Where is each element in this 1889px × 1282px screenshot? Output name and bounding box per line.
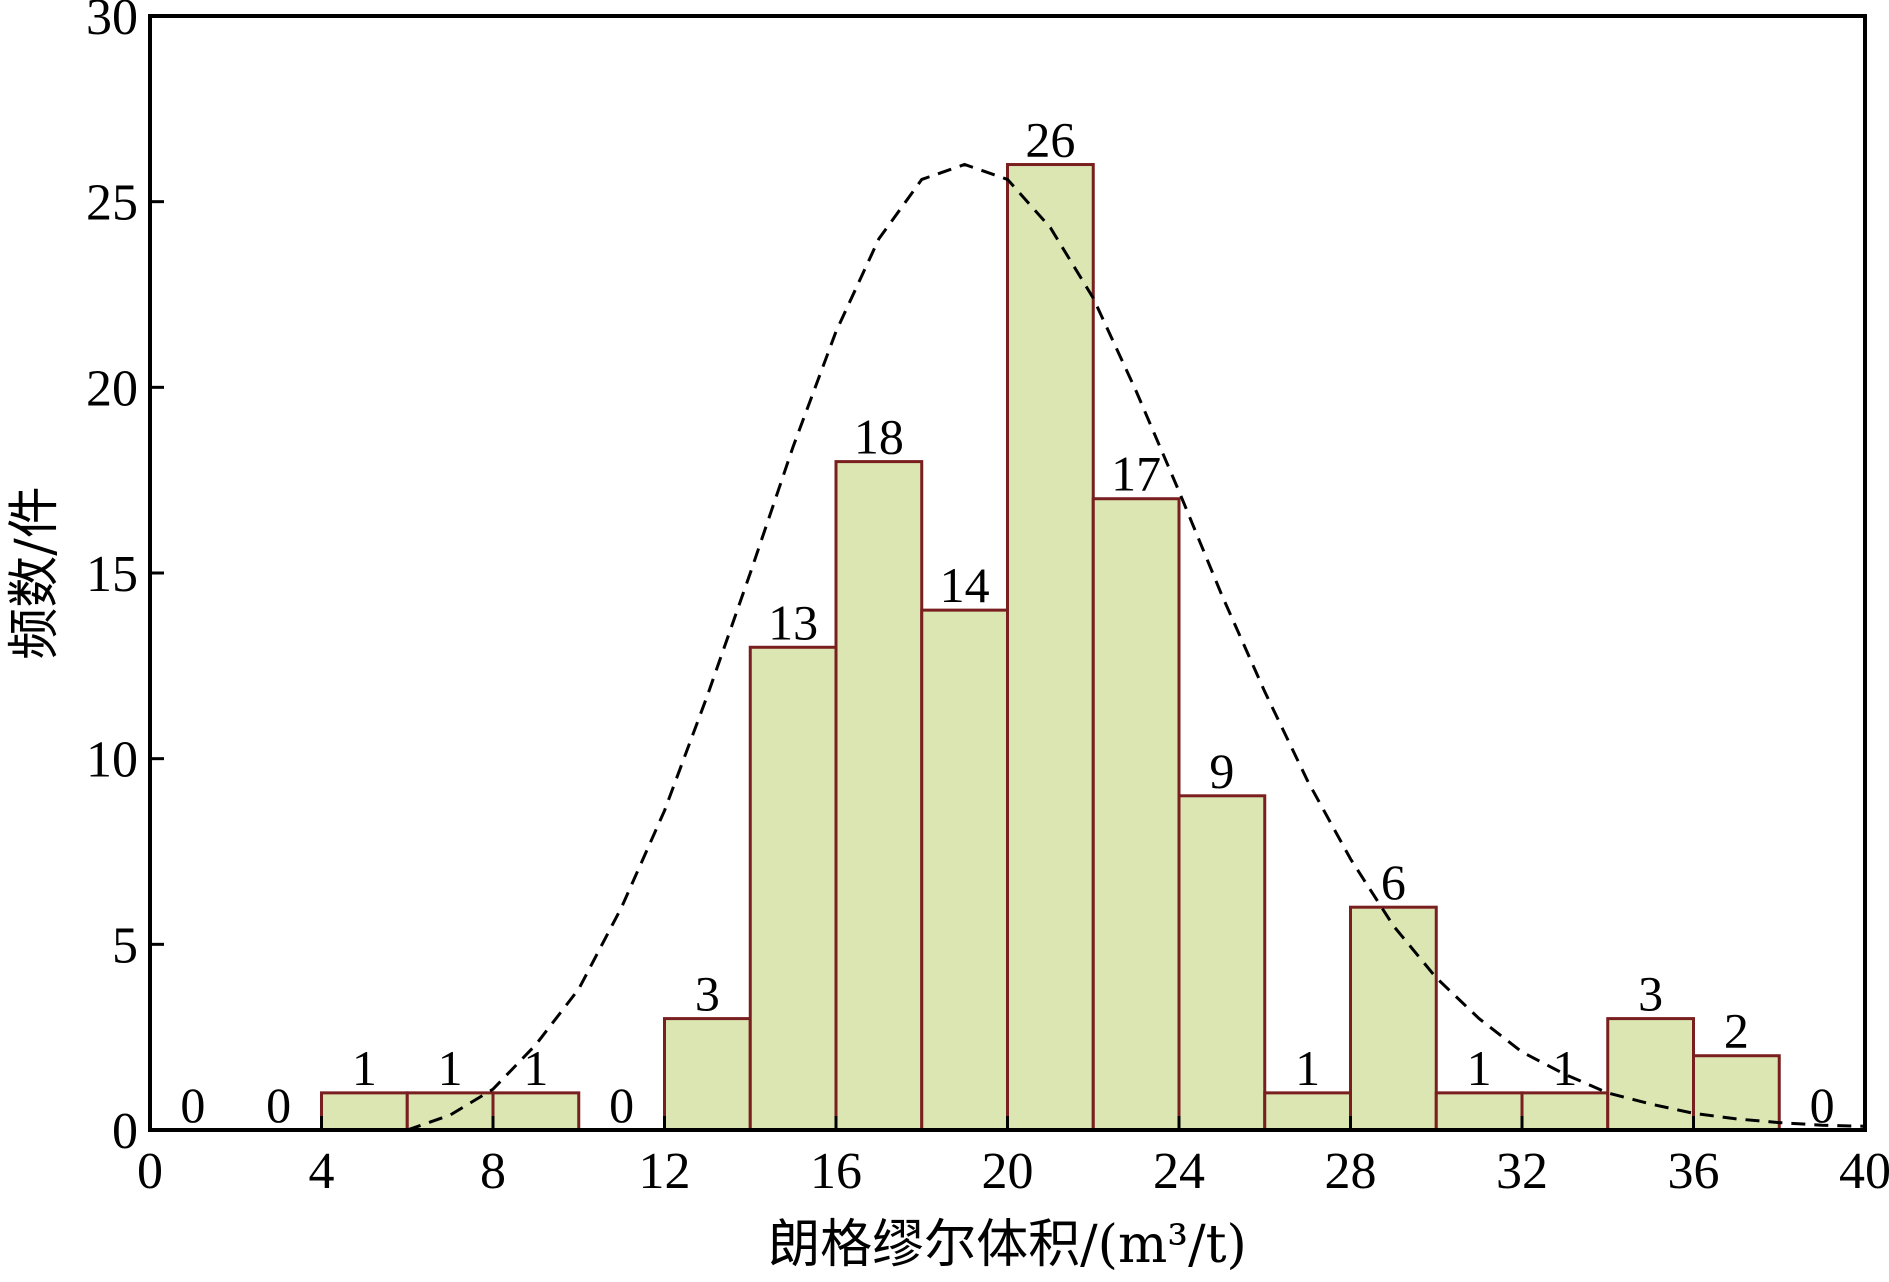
x-tick-label: 32 [1496,1143,1548,1200]
bar-value-label: 1 [352,1040,377,1096]
bar-value-label: 3 [695,966,720,1022]
bar-value-label: 6 [1381,854,1406,910]
bar-value-label: 1 [438,1040,463,1096]
bar-value-label: 14 [940,557,990,613]
x-tick-label: 36 [1668,1143,1720,1200]
histogram-bar [1263,1091,1352,1132]
y-tick-label: 5 [112,917,138,974]
y-tick-label: 15 [86,546,138,603]
x-tick-label: 0 [137,1143,163,1200]
normal-fit-curve [406,162,1866,1132]
y-tick-label: 20 [86,360,138,417]
histogram-bar [748,645,838,1132]
histogram-bar [1006,163,1095,1132]
bar-group [320,163,1781,1132]
bar-value-label: 18 [854,409,904,465]
bar-value-label: 0 [1810,1077,1835,1133]
bar-value-label: 9 [1209,743,1234,799]
bar-value-label: 2 [1724,1003,1749,1059]
x-tick-label: 28 [1325,1143,1377,1200]
bar-value-label: 13 [768,594,818,650]
y-tick-label: 30 [86,0,138,46]
x-tick-label: 4 [309,1143,335,1200]
y-axis-title: 频数/件 [5,486,65,660]
x-tick-label: 40 [1839,1143,1889,1200]
histogram-bar [1434,1091,1524,1132]
bar-value-label: 3 [1638,966,1663,1022]
x-axis-ticks: 0 4 8 12 16 20 24 28 32 36 40 [137,1116,1889,1200]
bar-value-label: 1 [1295,1040,1320,1096]
histogram-bar [491,1091,581,1132]
x-tick-label: 20 [982,1143,1034,1200]
bar-value-label: 1 [523,1040,548,1096]
histogram-bar [834,460,924,1132]
bar-value-label: 0 [266,1077,291,1133]
x-tick-label: 24 [1153,1143,1205,1200]
histogram-bar [1349,905,1438,1132]
histogram-bar [1606,1017,1695,1132]
bar-value-label: 0 [180,1077,205,1133]
histogram-bar [920,608,1009,1132]
y-tick-label: 25 [86,175,138,232]
y-tick-label: 0 [112,1103,138,1160]
histogram-bar [320,1091,409,1132]
y-axis-ticks: 0 5 10 15 20 25 30 [86,0,164,1160]
x-tick-label: 8 [480,1143,506,1200]
histogram-bar [663,1017,752,1132]
bar-value-label: 1 [1552,1040,1577,1096]
x-tick-label: 12 [639,1143,691,1200]
bar-value-label: 17 [1111,446,1161,502]
histogram-bar [1520,1091,1610,1132]
histogram-bar [1177,794,1267,1132]
histogram-bar [1091,497,1181,1132]
bar-value-label: 26 [1025,112,1075,168]
y-tick-label: 10 [86,732,138,789]
bar-value-label: 1 [1467,1040,1492,1096]
x-tick-label: 16 [810,1143,862,1200]
bar-value-label: 0 [609,1077,634,1133]
x-axis-title: 朗格缪尔体积/(m³/t) [768,1215,1247,1275]
